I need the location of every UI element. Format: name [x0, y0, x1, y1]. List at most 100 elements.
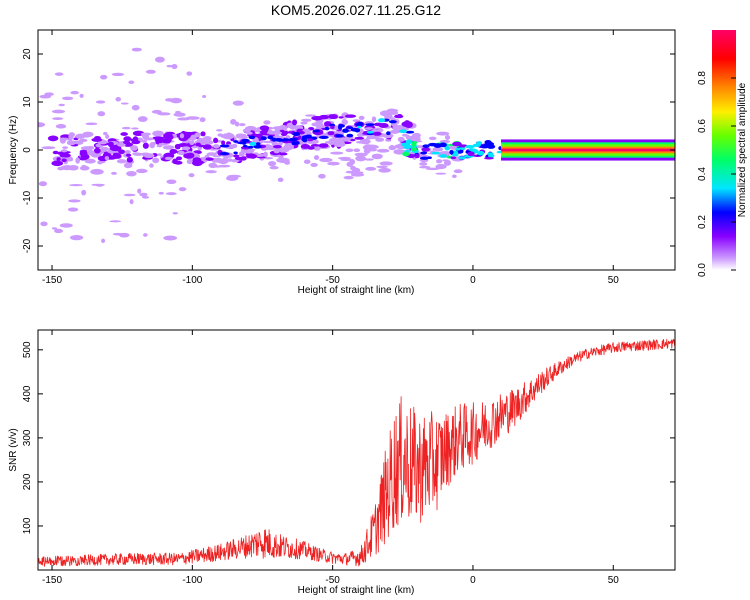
snr-series-line	[38, 338, 675, 567]
spectrogram-blob	[318, 173, 326, 179]
spectrogram-blob	[208, 162, 218, 169]
spectrogram-blob	[116, 159, 127, 164]
spectrogram-blob	[39, 94, 52, 99]
spectrogram-blob	[186, 159, 193, 165]
spectrogram-blob	[102, 152, 112, 159]
spectrogram-blob	[79, 93, 84, 98]
spectrogram-blob	[420, 151, 428, 155]
spectrogram-blob	[143, 153, 155, 159]
spectrogram-blob	[95, 184, 104, 187]
spectrogram-blob	[405, 134, 411, 140]
spectrogram-blob	[137, 116, 148, 123]
spectrogram-blob	[123, 162, 133, 169]
spectrogram-blob	[377, 148, 390, 153]
spectrogram-blob	[468, 148, 477, 152]
spectrogram-blob	[452, 141, 462, 147]
snr-y-tick-label: 500	[22, 341, 33, 358]
spectrogram-blob	[131, 47, 142, 52]
spectrogram-blob	[379, 161, 393, 166]
spectrogram-blob	[218, 164, 231, 168]
spectrogram-blob	[154, 56, 165, 63]
spectrogram-blob	[161, 137, 172, 144]
snr-x-tick-label: 50	[608, 575, 620, 586]
spectrogram-blob	[101, 238, 106, 244]
spectrogram-blob	[342, 119, 348, 125]
spectrogram-blob	[206, 152, 218, 156]
spectrogram-blob	[263, 120, 271, 125]
spectrogram-blob	[69, 234, 84, 241]
spectrogram-blob	[345, 148, 354, 153]
spectrogram-blob	[233, 140, 239, 143]
spectrogram-blob	[200, 131, 206, 137]
snr-x-ticks: -150 -100 -50 0 50	[42, 330, 619, 586]
spectrogram-y-tick-label: -10	[22, 190, 33, 205]
spectrogram-blob	[428, 136, 437, 141]
spectrogram-blob	[305, 134, 312, 138]
spectrogram-blob	[372, 131, 382, 136]
spectrogram-blob	[330, 125, 335, 130]
spectrogram-blob	[404, 121, 413, 129]
spectrogram-blob	[422, 144, 430, 148]
spectrogram-blob	[152, 130, 164, 137]
spectrogram-blob	[242, 144, 248, 148]
spectrogram-blob	[427, 156, 432, 159]
spectrogram-blob	[121, 126, 131, 130]
spectrogram-y-label: Frequency (Hz)	[8, 116, 19, 185]
spectrogram-blob	[357, 155, 363, 160]
colorbar-tick-label: 0.0	[697, 263, 708, 277]
spectrogram-blob	[289, 138, 297, 142]
spectrogram-blob	[131, 104, 140, 111]
spectrogram-blob	[126, 170, 137, 177]
spectrogram-blob	[78, 138, 88, 142]
spectrogram-blob	[366, 130, 374, 134]
spectrogram-blob	[443, 159, 452, 166]
spectrogram-blob	[425, 167, 440, 171]
spectrogram-blob	[54, 72, 64, 76]
spectrogram-x-label: Height of straight line (km)	[298, 285, 415, 296]
spectrogram-blob	[59, 223, 73, 228]
spectrogram-blob	[431, 151, 441, 155]
spectrogram-blob	[436, 131, 450, 136]
spectrogram-blob	[439, 139, 451, 144]
spectrogram-blob	[389, 129, 400, 134]
spectrogram-blob	[230, 118, 237, 125]
spectrogram-blob	[318, 135, 329, 140]
spectrogram-blob	[118, 232, 130, 238]
spectrogram-blob	[79, 165, 90, 171]
spectrogram-blob	[166, 64, 173, 68]
spectrogram-blob	[145, 69, 156, 74]
spectrogram-blob	[95, 100, 106, 104]
spectrogram-blob	[239, 123, 246, 127]
spectrogram-blob	[354, 152, 368, 157]
spectrogram-blob	[243, 148, 255, 154]
spectrogram-blob	[61, 158, 67, 163]
spectrogram-blob	[451, 174, 457, 179]
spectrogram-blob	[47, 135, 59, 142]
spectrogram-blob	[38, 181, 48, 187]
spectrogram-blob	[483, 142, 489, 148]
spectrogram-blob	[84, 158, 96, 164]
spectrogram-blob	[67, 207, 79, 212]
spectrogram-blob	[354, 136, 365, 140]
spectrogram-blob	[181, 146, 191, 151]
spectrogram-blob	[439, 142, 447, 148]
spectrogram-blob	[248, 135, 256, 140]
spectrogram-y-ticks: -20 -10 0 10 20	[22, 48, 675, 253]
spectrogram-blob	[273, 138, 284, 141]
spectrogram-carrier-band	[501, 148, 675, 152]
spectrogram-blob	[217, 133, 224, 137]
spectrogram-blob	[51, 160, 64, 167]
snr-y-tick-label: 300	[22, 429, 33, 446]
spectrogram-blob	[307, 138, 314, 142]
spectrogram-blob	[451, 153, 459, 157]
spectrogram-blob	[407, 145, 413, 149]
spectrogram-blob	[225, 175, 239, 181]
snr-border	[37, 329, 676, 571]
spectrogram-blob	[283, 144, 294, 151]
spectrogram-blob	[310, 162, 318, 167]
spectrogram-blob	[131, 127, 139, 130]
spectrogram-blob	[91, 137, 103, 142]
spectrogram-blob	[247, 145, 254, 149]
snr-x-tick-label: 0	[470, 575, 476, 586]
